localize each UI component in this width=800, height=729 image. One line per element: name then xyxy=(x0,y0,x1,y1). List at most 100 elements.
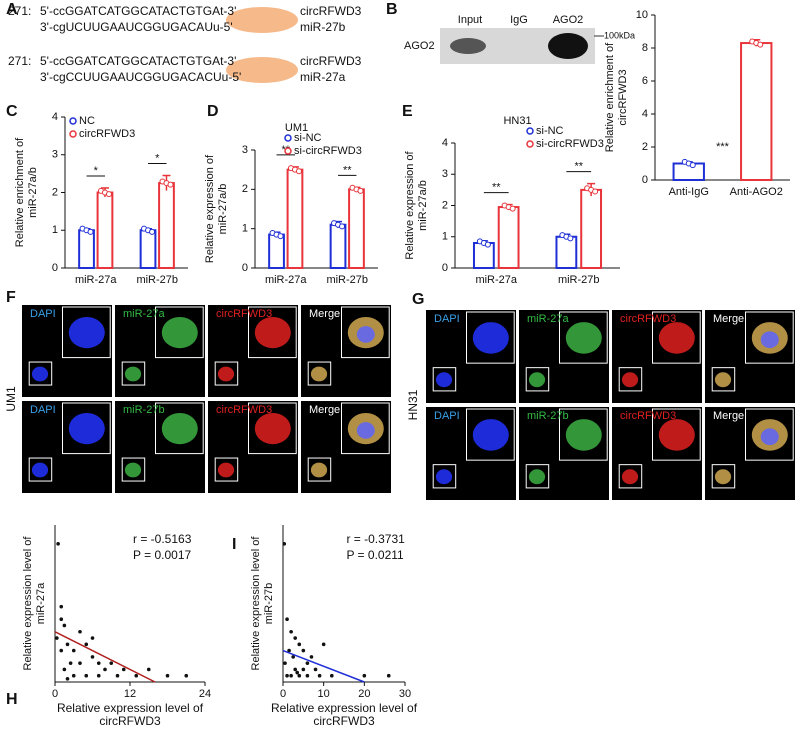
replicate-dot xyxy=(567,235,574,242)
lane-label: Input xyxy=(458,14,482,26)
y-axis-label: Relative expression of xyxy=(204,154,216,263)
replicate-dot xyxy=(277,233,284,240)
chart-title: UM1 xyxy=(285,122,308,134)
point xyxy=(301,667,306,672)
y-tick-label: 0 xyxy=(52,262,58,274)
point xyxy=(291,655,295,659)
legend-marker xyxy=(284,134,292,142)
y-tick-label: 4 xyxy=(52,111,58,123)
seq-bottom-name: miR-27b xyxy=(300,20,346,34)
y-axis-label: Relative expression level of xyxy=(22,536,34,671)
panel-letter: I xyxy=(232,536,236,553)
y-tick-label: 2 xyxy=(642,141,648,153)
point xyxy=(309,655,314,659)
replicate-dot xyxy=(689,162,696,169)
legend-marker xyxy=(69,117,77,125)
channel-label: circRFWD3 xyxy=(620,410,676,422)
point xyxy=(134,673,139,678)
inset-source xyxy=(121,361,146,386)
inset-source xyxy=(711,464,736,489)
significance: ** xyxy=(492,181,501,193)
x-axis-label: Relative expression level of xyxy=(271,701,418,715)
cell xyxy=(565,419,602,451)
point xyxy=(115,673,120,678)
y-axis-label: miR-27a/b xyxy=(417,180,429,231)
seq-id: 271: xyxy=(8,4,31,18)
cell xyxy=(658,419,695,451)
cell xyxy=(124,462,142,478)
nucleus xyxy=(760,428,779,446)
point xyxy=(317,673,322,678)
x-tick-label: 10 xyxy=(318,688,330,700)
fit-line xyxy=(54,631,156,683)
cell xyxy=(161,412,198,445)
blot-band xyxy=(548,33,588,59)
point xyxy=(287,648,291,653)
point xyxy=(305,661,310,665)
bar xyxy=(139,229,157,269)
point xyxy=(55,636,59,640)
annotation: P = 0.0017 xyxy=(133,548,191,562)
bar xyxy=(329,223,347,270)
bar xyxy=(740,42,773,181)
replicate-dot xyxy=(167,181,174,188)
channel-label: miR-27b xyxy=(527,410,569,422)
inset-source xyxy=(711,367,736,392)
annotation: r = -0.3731 xyxy=(346,532,405,546)
channel-label: DAPI xyxy=(30,308,56,320)
cell xyxy=(254,316,291,349)
channel-label: miR-27a xyxy=(123,308,165,320)
point xyxy=(321,642,326,647)
y-tick-label: 1 xyxy=(442,231,448,243)
x-tick-label: 30 xyxy=(399,688,411,700)
y-axis-label: miR-27b xyxy=(263,583,275,625)
x-axis-label: Relative expression level of xyxy=(57,701,204,715)
panel-letter: D xyxy=(207,103,219,120)
point xyxy=(109,661,114,665)
y-tick-label: 0 xyxy=(242,262,248,274)
inset xyxy=(155,306,204,359)
y-tick-label: 3 xyxy=(52,149,58,161)
y-tick-label: 0 xyxy=(642,174,648,186)
significance: ** xyxy=(343,164,352,176)
inset xyxy=(248,306,297,359)
channel-label: DAPI xyxy=(434,410,460,422)
point xyxy=(90,655,95,659)
x-tick-label: 20 xyxy=(358,688,370,700)
channel-label: Merge xyxy=(309,404,340,416)
point xyxy=(289,673,293,678)
replicate-dot xyxy=(757,41,764,48)
bar xyxy=(268,233,285,269)
x-tick-label: Anti-AGO2 xyxy=(730,186,783,198)
cell xyxy=(217,462,235,478)
cell xyxy=(528,469,546,485)
x-tick-label: 24 xyxy=(199,688,211,700)
cell xyxy=(435,469,453,485)
panel-letter: B xyxy=(386,1,398,18)
cell xyxy=(310,366,328,382)
fit-line xyxy=(282,649,365,683)
legend-label: si-NC xyxy=(294,132,322,144)
point xyxy=(84,673,89,678)
inset-source xyxy=(214,361,239,386)
y-tick-label: 2 xyxy=(52,186,58,198)
y-tick-label: 10 xyxy=(636,9,648,21)
x-tick-label: 0 xyxy=(280,688,286,700)
seq-top-name: circRFWD3 xyxy=(300,54,362,68)
x-tick-label: miR-27b xyxy=(136,274,178,286)
cell xyxy=(658,322,695,354)
panel-letter: H xyxy=(6,691,18,708)
replicate-dot xyxy=(592,188,599,195)
point xyxy=(84,642,89,647)
panel-letter: F xyxy=(6,289,16,306)
point xyxy=(96,673,101,678)
cell xyxy=(565,322,602,354)
significance: ** xyxy=(574,161,583,173)
inset xyxy=(62,306,111,359)
significance: * xyxy=(155,152,160,164)
point xyxy=(293,667,298,672)
point xyxy=(71,673,76,678)
y-tick-label: 4 xyxy=(442,137,448,149)
channel-label: circRFWD3 xyxy=(216,404,272,416)
x-axis-label: circRFWD3 xyxy=(99,714,161,728)
